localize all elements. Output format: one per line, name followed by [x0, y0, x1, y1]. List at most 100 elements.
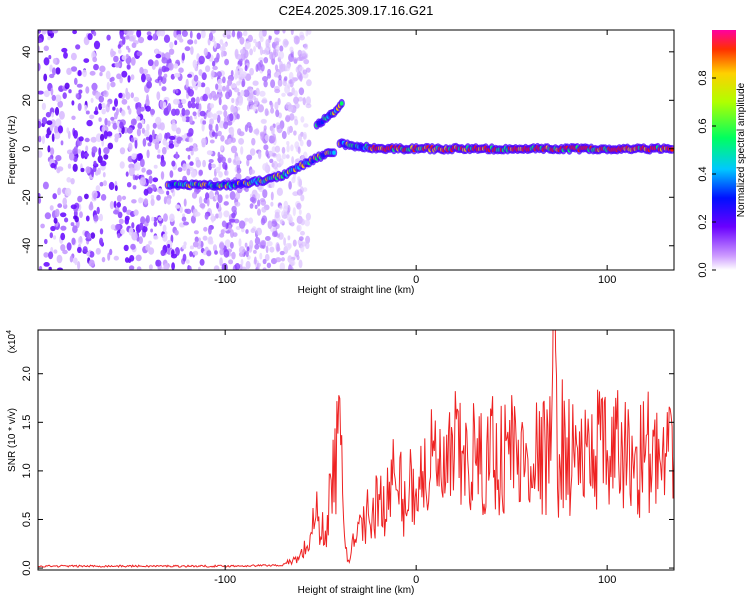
heatmap-noise-blob — [284, 63, 291, 72]
heatmap-noise-blob — [38, 197, 42, 204]
heatmap-noise-blob — [291, 57, 299, 62]
heatmap-noise-blob — [189, 30, 193, 39]
heatmap-noise-blob — [90, 97, 94, 104]
heatmap-noise-blob — [257, 151, 261, 158]
heatmap-noise-blob — [216, 114, 221, 124]
heatmap-noise-blob — [206, 150, 213, 156]
heatmap-noise-blob — [303, 123, 309, 128]
heatmap-noise-blob — [85, 215, 90, 222]
heatmap-noise-blob — [298, 259, 303, 269]
heatmap-noise-blob — [76, 83, 83, 88]
heatmap-noise-blob — [185, 147, 192, 152]
heatmap-noise-blob — [270, 79, 276, 89]
heatmap-ridge-core — [670, 147, 674, 152]
heatmap-noise-blob — [259, 131, 265, 137]
heatmap-ridge-core — [339, 101, 344, 106]
heatmap-noise-blob — [99, 65, 106, 73]
heatmap-noise-blob — [183, 241, 187, 247]
heatmap-noise-blob — [214, 250, 218, 255]
heatmap-noise-blob — [212, 244, 218, 252]
heatmap-noise-blob — [277, 97, 281, 106]
heatmap-noise-blob — [133, 96, 140, 102]
heatmap-noise-blob — [88, 203, 94, 211]
heatmap-noise-blob — [238, 238, 242, 247]
heatmap-noise-blob — [262, 76, 268, 82]
heatmap-noise-blob — [138, 236, 143, 245]
heatmap-noise-blob — [170, 73, 175, 80]
heatmap-noise-blob — [148, 240, 152, 245]
heatmap-noise-blob — [118, 218, 124, 225]
heatmap-noise-blob — [281, 130, 287, 140]
heatmap-noise-blob — [217, 78, 223, 85]
heatmap-noise-blob — [216, 202, 219, 209]
heatmap-noise-blob — [222, 104, 228, 111]
heatmap-noise-blob — [240, 89, 245, 97]
heatmap-noise-blob — [134, 139, 138, 149]
heatmap-noise-blob — [300, 116, 305, 123]
colorbar-tick-label: 0.8 — [697, 70, 709, 85]
heatmap-noise-blob — [153, 217, 158, 222]
spectrogram-axes: -100 0 100 -40 -20 0 20 40 — [21, 30, 674, 286]
heatmap-noise-blob — [44, 212, 52, 220]
heatmap-noise-blob — [194, 236, 199, 243]
heatmap-noise-blob — [235, 54, 242, 60]
snr-x-tick-label: 0 — [413, 574, 419, 586]
heatmap-noise-blob — [293, 35, 300, 45]
heatmap-noise-blob — [77, 103, 82, 111]
heatmap-noise-blob — [266, 241, 273, 247]
heatmap-noise-blob — [275, 41, 279, 46]
heatmap-noise-blob — [259, 60, 263, 68]
heatmap-noise-blob — [302, 187, 308, 193]
heatmap-noise-blob — [257, 199, 261, 207]
heatmap-noise-blob — [236, 70, 242, 79]
heatmap-noise-blob — [130, 92, 134, 99]
heatmap-noise-blob — [178, 104, 184, 109]
heatmap-noise-blob — [256, 227, 262, 236]
heatmap-noise-blob — [147, 59, 154, 67]
heatmap-noise-blob — [254, 237, 261, 245]
heatmap-noise-blob — [83, 152, 90, 157]
heatmap-noise-blob — [184, 116, 191, 123]
heatmap-noise-blob — [156, 30, 162, 37]
heatmap-noise-blob — [293, 130, 297, 136]
heatmap-noise-blob — [103, 180, 107, 187]
heatmap-noise-blob — [96, 206, 100, 215]
heatmap-noise-blob — [233, 87, 240, 93]
heatmap-noise-blob — [241, 266, 247, 270]
heatmap-noise-blob — [225, 91, 231, 100]
heatmap-noise-blob — [223, 121, 229, 130]
heatmap-noise-blob — [200, 30, 206, 39]
heatmap-noise-blob — [287, 235, 291, 241]
heatmap-noise-blob — [267, 68, 272, 76]
heatmap-noise-blob — [281, 153, 287, 160]
heatmap-noise-blob — [97, 167, 101, 175]
heatmap-noise-blob — [60, 140, 64, 146]
heatmap-noise-blob — [137, 36, 145, 44]
heatmap-noise-blob — [215, 123, 219, 132]
heatmap-noise-blob — [98, 95, 105, 103]
heatmap-noise-blob — [144, 73, 151, 81]
heatmap-noise-blob — [243, 89, 250, 98]
heatmap-noise-blob — [291, 77, 296, 84]
heatmap-noise-blob — [148, 175, 153, 184]
heatmap-noise-blob — [115, 223, 121, 231]
heatmap-noise-blob — [300, 194, 305, 202]
heatmap-noise-blob — [259, 252, 263, 260]
heatmap-noise-blob — [276, 124, 283, 134]
heatmap-noise-blob — [71, 100, 75, 106]
heatmap-noise-blob — [75, 44, 81, 50]
heatmap-noise-blob — [69, 255, 74, 263]
heatmap-noise-blob — [238, 58, 243, 63]
heatmap-noise-blob — [110, 224, 116, 230]
heatmap-noise-blob — [41, 102, 47, 111]
heatmap-noise-blob — [279, 45, 284, 52]
heatmap-noise-blob — [224, 164, 228, 171]
heatmap-noise-blob — [238, 97, 244, 104]
heatmap-noise-blob — [202, 235, 208, 241]
heatmap-noise-blob — [173, 72, 181, 78]
heatmap-noise-blob — [246, 246, 250, 252]
heatmap-noise-blob — [246, 158, 250, 167]
heatmap-noise-blob — [227, 157, 232, 164]
heatmap-noise-blob — [249, 169, 256, 175]
heatmap-noise-blob — [146, 169, 153, 175]
